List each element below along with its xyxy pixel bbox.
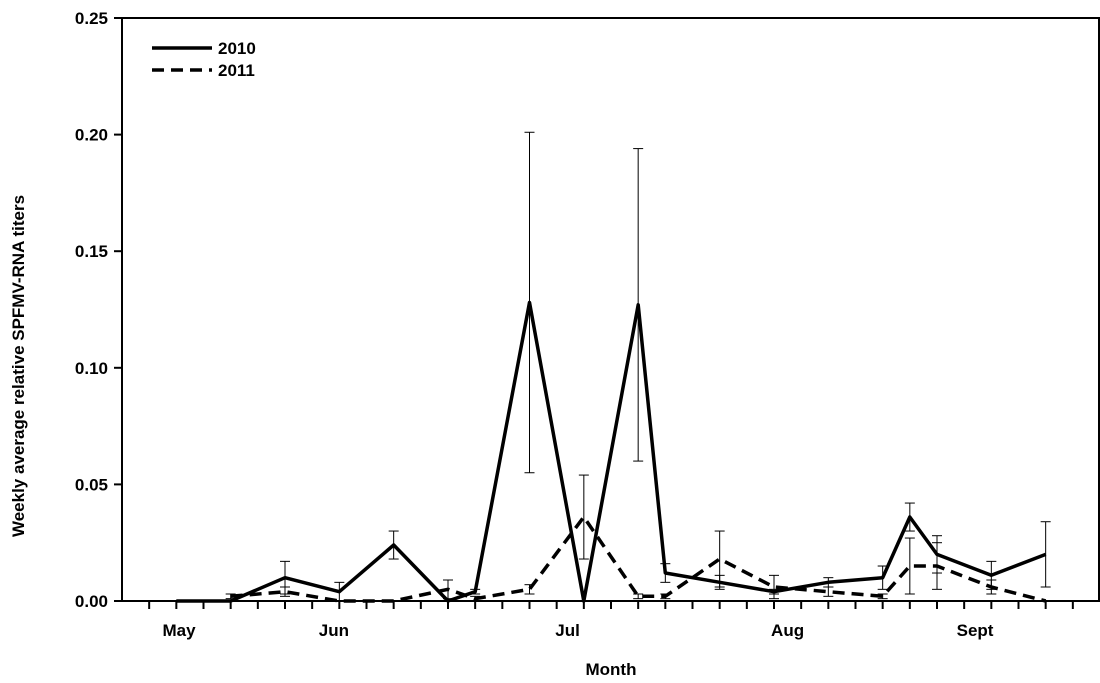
y-axis-title: Weekly average relative SPFMV-RNA titers xyxy=(9,195,28,537)
y-tick-label: 0.10 xyxy=(75,359,108,378)
x-month-label: Jul xyxy=(555,621,580,640)
x-axis-title: Month xyxy=(586,660,637,679)
series-line-2011 xyxy=(230,515,1047,603)
y-tick-label: 0.00 xyxy=(75,592,108,611)
y-tick-label: 0.15 xyxy=(75,242,108,261)
x-month-label: Aug xyxy=(771,621,804,640)
y-tick-label: 0.05 xyxy=(75,475,108,494)
x-month-label: Jun xyxy=(319,621,349,640)
y-tick-label: 0.20 xyxy=(75,126,108,145)
x-month-label: Sept xyxy=(957,621,994,640)
legend-label: 2011 xyxy=(218,61,255,80)
plot-area: 0.00 0.05 0.10 0.15 0.20 0.25 May Jun Jul Aug Sept… xyxy=(75,9,1100,640)
legend-label: 2010 xyxy=(218,39,256,58)
x-month-label: May xyxy=(163,621,197,640)
y-tick-label: 0.25 xyxy=(75,9,108,28)
